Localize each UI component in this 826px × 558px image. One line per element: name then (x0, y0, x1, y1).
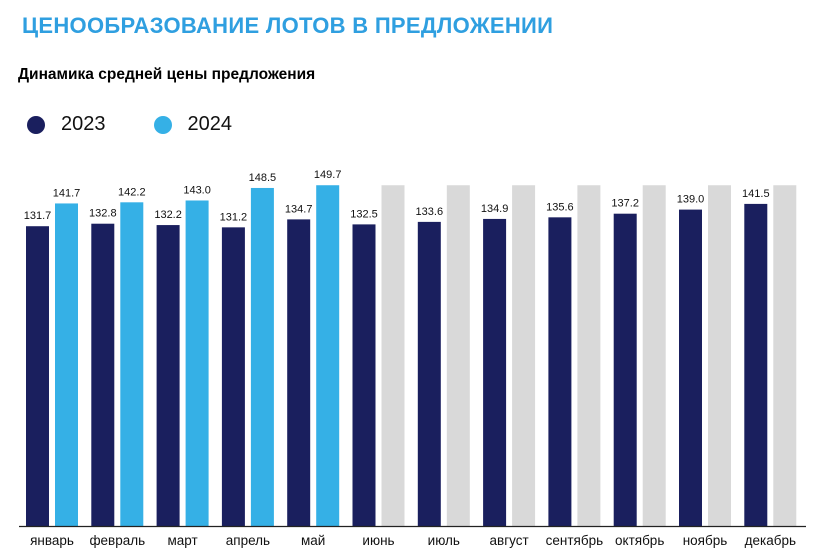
bar-2023-4 (221, 227, 245, 527)
legend-dot-2024 (153, 115, 172, 134)
bar-2024-4 (250, 187, 274, 526)
x-tick-label-7: июль (428, 533, 460, 548)
bar-2023-2 (91, 223, 115, 526)
bar-placeholder-9 (577, 185, 601, 526)
bar-2024-3 (185, 200, 209, 526)
bar-label-2023-3: 132.2 (154, 209, 182, 221)
bar-label-2023-9: 135.6 (546, 201, 574, 213)
page-title: ЦЕНООБРАЗОВАНИЕ ЛОТОВ В ПРЕДЛОЖЕНИИ (22, 13, 554, 38)
x-tick-label-4: апрель (226, 533, 270, 548)
bar-2024-1 (55, 203, 78, 527)
legend-item-2024: 2024 (153, 113, 233, 136)
bar-placeholder-12 (773, 185, 797, 526)
bar-placeholder-11 (708, 185, 731, 526)
x-tick-label-6: июнь (362, 533, 394, 548)
bar-2023-5 (287, 219, 311, 527)
bar-label-2024-3: 143.0 (183, 184, 211, 196)
bar-2024-5 (316, 185, 340, 526)
bar-placeholder-10 (642, 185, 666, 526)
x-tick-label-9: сентябрь (546, 533, 603, 548)
legend-label-2024: 2024 (187, 113, 233, 135)
bar-2023-9 (548, 217, 572, 526)
bar-2023-8 (483, 218, 507, 527)
bar-label-2024-4: 148.5 (249, 172, 277, 184)
legend-dot-2023 (27, 115, 45, 134)
chart-legend: 2023 2024 (27, 113, 280, 136)
bar-2024-2 (120, 202, 144, 526)
x-tick-label-11: ноябрь (683, 533, 728, 548)
chart-title: Динамика средней цены предложения (18, 66, 316, 83)
legend-label-2023: 2023 (61, 113, 106, 135)
bar-label-2023-12: 141.5 (742, 188, 770, 200)
bar-2023-1 (26, 226, 49, 526)
bar-2023-3 (156, 225, 180, 527)
bar-label-2023-7: 133.6 (416, 206, 444, 218)
x-tick-label-10: октябрь (615, 533, 664, 548)
bar-placeholder-8 (512, 185, 536, 526)
bar-2023-6 (352, 224, 376, 526)
bar-placeholder-6 (381, 185, 405, 526)
bar-label-2024-2: 142.2 (118, 186, 146, 198)
x-tick-label-1: январь (30, 533, 74, 548)
x-tick-label-8: август (490, 533, 529, 548)
bar-2023-12 (744, 203, 768, 527)
bar-label-2023-1: 131.7 (24, 210, 52, 222)
bar-2023-11 (679, 209, 702, 526)
bar-label-2023-8: 134.9 (481, 203, 509, 215)
bar-label-2023-10: 137.2 (611, 198, 639, 210)
bar-label-2023-6: 132.5 (350, 208, 378, 220)
bar-2023-10 (613, 213, 637, 527)
bar-2023-7 (417, 221, 441, 526)
x-tick-label-2: февраль (89, 533, 145, 548)
bar-label-2024-5: 149.7 (314, 169, 342, 181)
x-tick-label-3: март (168, 533, 198, 548)
bar-label-2023-5: 134.7 (285, 203, 313, 215)
x-tick-label-12: декабрь (745, 533, 796, 548)
bar-label-2023-11: 139.0 (677, 194, 705, 206)
legend-item-2023: 2023 (27, 113, 106, 136)
x-tick-label-5: май (301, 533, 325, 548)
bar-label-2023-4: 131.2 (220, 211, 248, 223)
bar-label-2023-2: 132.8 (89, 208, 117, 220)
bar-placeholder-7 (446, 185, 470, 526)
bar-label-2024-1: 141.7 (53, 187, 81, 199)
